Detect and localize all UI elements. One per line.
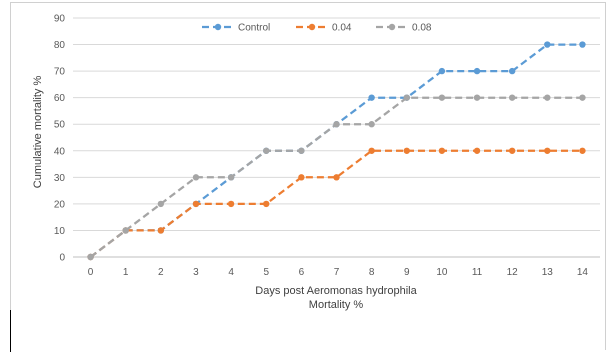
y-tick-label: 80: [54, 40, 66, 51]
x-tick-label: 1: [123, 267, 129, 278]
y-axis-title: Cumulative mortality %: [32, 76, 44, 189]
x-tick-label: 12: [507, 267, 519, 278]
legend-marker: [388, 23, 396, 31]
x-tick-label: 5: [263, 267, 269, 278]
y-tick-label: 20: [54, 199, 66, 210]
legend-label: Control: [238, 23, 270, 34]
data-point: [157, 227, 165, 234]
data-point: [438, 67, 446, 75]
data-point: [263, 200, 270, 208]
legend-marker: [308, 23, 316, 31]
data-point: [508, 147, 516, 154]
data-point: [508, 94, 516, 101]
legend-label: 0.08: [412, 23, 432, 34]
x-tick-label: 9: [404, 267, 410, 278]
x-axis-subtitle: Mortality %: [309, 299, 364, 311]
x-tick-label: 4: [228, 267, 234, 278]
data-point: [473, 147, 481, 154]
frame-edge-line: [10, 310, 11, 352]
data-point: [438, 147, 446, 154]
data-point: [403, 147, 410, 154]
legend-marker: [214, 23, 222, 31]
series-line: [89, 149, 583, 258]
data-point: [508, 67, 516, 75]
data-point: [122, 227, 129, 234]
data-point: [368, 94, 375, 101]
data-point: [473, 67, 481, 75]
data-point: [544, 41, 551, 48]
data-point: [298, 147, 305, 154]
data-point: [192, 174, 200, 181]
data-point: [579, 94, 586, 101]
chart-frame: [10, 2, 606, 350]
x-tick-label: 3: [193, 267, 199, 278]
legend-entry: Control: [202, 23, 270, 34]
data-point: [227, 174, 235, 181]
data-point: [157, 200, 165, 208]
x-axis-title: Days post Aeromonas hydrophila: [255, 285, 417, 297]
data-point: [403, 94, 410, 101]
data-point: [368, 121, 375, 128]
data-point: [298, 174, 305, 181]
data-point: [192, 200, 200, 208]
x-tick-label: 10: [436, 267, 448, 278]
x-tick-label: 8: [369, 267, 375, 278]
x-tick-label: 7: [334, 267, 340, 278]
x-tick-label: 0: [88, 267, 94, 278]
y-tick-label: 60: [54, 93, 66, 104]
x-tick-label: 13: [542, 267, 554, 278]
x-tick-label: 6: [299, 267, 305, 278]
data-point: [544, 147, 551, 154]
y-tick-label: 70: [54, 67, 66, 78]
gridlines: [73, 17, 600, 258]
series-lines: [87, 41, 586, 261]
data-point: [473, 94, 481, 101]
data-point: [544, 94, 551, 101]
data-point: [87, 253, 94, 261]
legend-entry: 0.08: [376, 23, 432, 34]
data-point: [579, 41, 586, 48]
legend: Control 0.04 0.08: [202, 23, 432, 34]
y-tick-label: 90: [54, 14, 66, 25]
legend-label: 0.04: [332, 23, 352, 34]
y-tick-label: 30: [54, 173, 66, 184]
y-tick-label: 10: [54, 226, 66, 237]
data-point: [438, 94, 446, 101]
x-tick-label: 11: [472, 267, 483, 278]
y-tick-label: 40: [54, 146, 66, 157]
data-point: [579, 147, 586, 154]
y-tick-label: 50: [54, 120, 66, 131]
legend-entry: 0.04: [296, 23, 352, 34]
x-tick-labels: 0 1 2 3 4 5 6 7 8 9 10 11 12 13 14: [88, 267, 589, 278]
x-tick-label: 14: [577, 267, 589, 278]
y-tick-labels: 0 10 20 30 40 50 60 70 80 90: [54, 14, 66, 264]
data-point: [333, 121, 340, 128]
x-tick-label: 2: [158, 267, 164, 278]
data-point: [263, 147, 270, 154]
data-point: [368, 147, 375, 154]
data-point: [333, 174, 340, 181]
series-0.08: [87, 94, 586, 261]
y-tick-label: 0: [59, 253, 65, 264]
data-point: [227, 200, 235, 208]
